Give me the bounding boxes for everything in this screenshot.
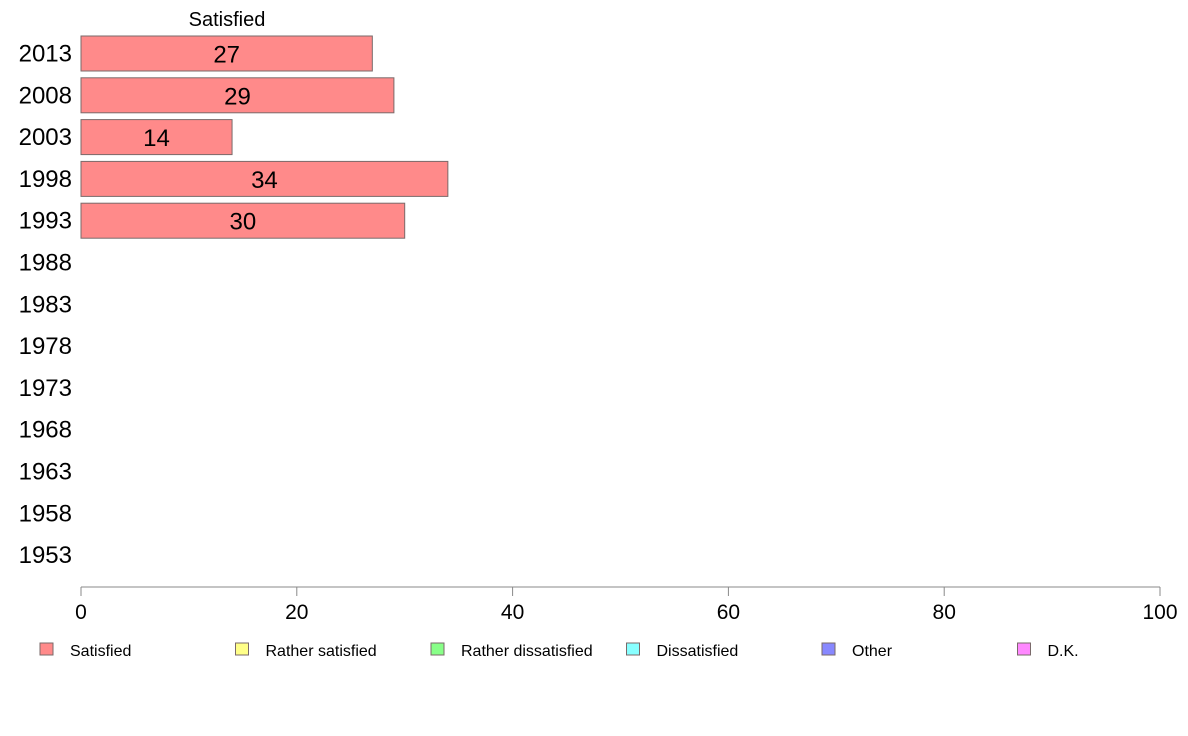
x-axis: 0 20 40 60 80 100	[75, 586, 1178, 624]
y-tick-label: 1973	[19, 375, 72, 402]
bar-value-label: 14	[143, 125, 170, 152]
y-tick-label: 1998	[19, 166, 72, 193]
x-tick-label: 80	[933, 601, 956, 624]
x-tick-label: 20	[285, 601, 308, 624]
legend-label: D.K.	[1048, 643, 1079, 660]
legend-swatch	[39, 642, 54, 656]
bar	[80, 35, 373, 72]
bars: 27 29 14 34 30	[80, 35, 449, 239]
bar	[80, 119, 233, 156]
legend-label: Dissatisfied	[657, 643, 739, 660]
y-tick-label: 1983	[19, 291, 72, 318]
x-tick-label: 60	[717, 601, 740, 624]
y-tick-label: 1963	[19, 459, 72, 486]
legend-swatch	[430, 642, 445, 656]
legend-label: Satisfied	[70, 643, 131, 660]
y-tick-label: 1993	[19, 208, 72, 235]
y-tick-label: 1988	[19, 250, 72, 277]
y-tick-label: 2013	[19, 41, 72, 68]
bar-value-label: 30	[229, 209, 256, 236]
column-header: Satisfied	[189, 9, 266, 31]
bar	[80, 77, 395, 114]
legend-label: Rather satisfied	[266, 643, 377, 660]
x-tick-label: 40	[501, 601, 524, 624]
legend: Satisfied Rather satisfied Rather dissatis…	[39, 642, 1079, 660]
legend-swatch	[235, 642, 249, 656]
bar-value-label: 34	[251, 167, 278, 194]
bar-value-label: 27	[213, 42, 240, 69]
y-tick-label: 1953	[19, 542, 72, 569]
y-tick-label: 1968	[19, 417, 72, 444]
x-tick-label: 0	[75, 601, 87, 624]
y-tick-label: 1978	[19, 333, 72, 360]
bar	[80, 202, 406, 239]
legend-swatch	[626, 642, 640, 656]
x-tick-label: 100	[1142, 601, 1177, 624]
bar	[80, 160, 449, 197]
legend-label: Other	[852, 643, 893, 660]
bar-value-label: 29	[224, 83, 251, 110]
y-tick-label: 2003	[19, 124, 72, 151]
y-axis-labels: 2013 2008 2003 1998 1993 1988 1983 1978 1973 1968…	[19, 41, 72, 570]
legend-swatch	[1017, 642, 1031, 656]
legend-label: Rather dissatisfied	[461, 643, 593, 660]
y-tick-label: 2008	[19, 82, 72, 109]
legend-swatch	[821, 642, 836, 656]
y-tick-label: 1958	[19, 500, 72, 527]
